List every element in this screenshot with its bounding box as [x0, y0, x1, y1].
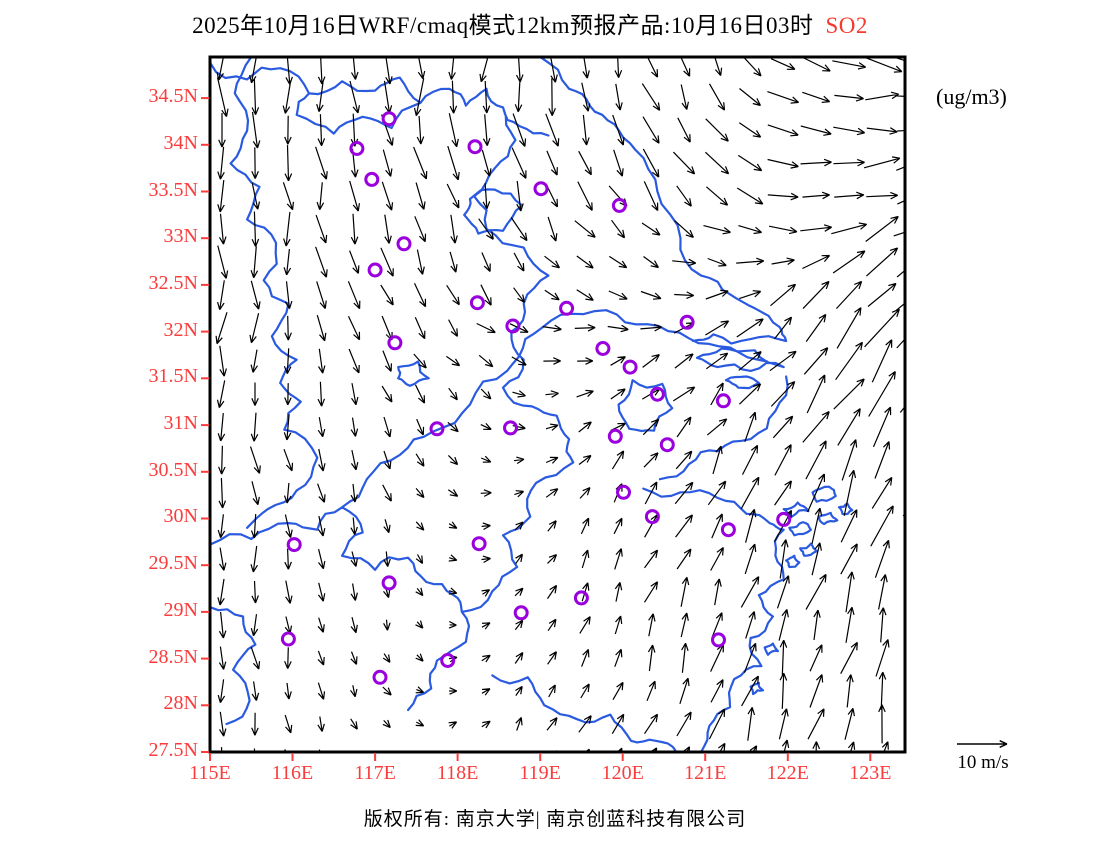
x-axis-label: 115E: [189, 762, 231, 784]
map-content: [210, 57, 905, 752]
x-axis-label: 117E: [354, 762, 396, 784]
x-axis-label: 119E: [519, 762, 561, 784]
y-axis-label: 29N: [163, 598, 198, 621]
y-axis-label: 30N: [163, 505, 198, 528]
page-title: 2025年10月16日WRF/cmaq模式12km预报产品:10月16日03时 S…: [0, 6, 1060, 40]
y-axis-label: 28.5N: [148, 645, 198, 668]
axis-ticks: [201, 97, 872, 761]
y-axis-label: 33.5N: [148, 178, 198, 201]
x-axis-label: 116E: [271, 762, 314, 784]
copyright-text: 版权所有: 南京大学| 南京创蓝科技有限公司: [363, 809, 747, 830]
y-axis-label: 34.5N: [148, 85, 198, 108]
units-label: (ug/m3): [936, 84, 1007, 109]
title-text: 2025年10月16日WRF/cmaq模式12km预报产品:10月16日03时: [192, 13, 814, 38]
y-axis-label: 31N: [163, 412, 198, 435]
wind-vectors: [215, 57, 905, 752]
y-axis-label: 33N: [163, 225, 198, 248]
x-axis-label: 120E: [601, 762, 644, 784]
x-axis-label: 122E: [766, 762, 809, 784]
x-axis-label: 123E: [849, 762, 892, 784]
y-axis-label: 28N: [163, 692, 198, 715]
y-axis-label: 34N: [163, 131, 198, 154]
y-axis-label: 29.5N: [148, 552, 198, 575]
wind-scale-arrow: [957, 740, 1008, 748]
y-axis-label: 27.5N: [148, 739, 198, 761]
map-frame: [208, 55, 907, 754]
y-axis-label: 32N: [163, 318, 198, 341]
station-markers: [280, 111, 792, 685]
y-axis-label: 31.5N: [148, 365, 198, 388]
x-axis-label: 121E: [684, 762, 727, 784]
y-axis-label: 30.5N: [148, 458, 198, 481]
x-axis-label: 118E: [436, 762, 479, 784]
title-pollutant: SO2: [825, 13, 868, 38]
wind-scale-label: 10 m/s: [957, 752, 1009, 773]
y-axis-label: 32.5N: [148, 271, 198, 294]
